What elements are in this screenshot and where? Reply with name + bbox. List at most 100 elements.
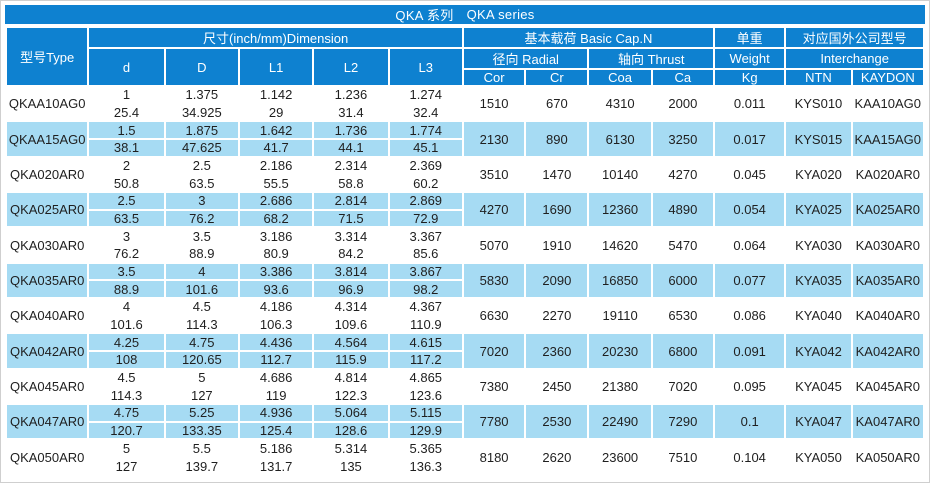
dim-mm-cell: 114.3 (87, 385, 166, 406)
dim-mm-cell: 55.5 (237, 173, 315, 194)
dim-inch-cell: 3.186 (237, 226, 315, 247)
title-cn: QKA 系列 (395, 8, 454, 23)
cr-cell: 2360 (524, 332, 590, 370)
col-group-radial: 径向 Radial (461, 47, 590, 70)
dim-inch-cell: 4.936 (237, 403, 315, 423)
dim-inch-cell: 3.5 (87, 261, 166, 282)
dim-inch-cell: 3.5 (163, 226, 240, 247)
dim-mm-cell: 109.6 (312, 314, 390, 335)
ca-cell: 4270 (650, 155, 716, 194)
type-cell: QKA050AR0 (4, 438, 90, 476)
ca-cell: 4890 (650, 191, 716, 229)
type-cell: QKA047AR0 (4, 403, 90, 441)
dim-mm-cell: 114.3 (163, 314, 240, 335)
dim-mm-cell: 80.9 (237, 244, 315, 264)
type-cell: QKA025AR0 (4, 191, 90, 229)
table-row: 38.1 47.625 41.7 44.1 45.1 (6, 138, 924, 158)
dim-inch-cell: 4.5 (87, 367, 166, 388)
ntn-cell: KYA020 (784, 155, 853, 194)
table-row: 88.9 101.6 93.6 96.9 98.2 (6, 279, 924, 300)
table-row: QKA030AR0 3 3.5 3.186 3.314 3.367 5070 1910 1462… (4, 226, 926, 264)
table-row: QKA045AR0 4.5 5 4.686 4.814 4.865 7380 2450 2138… (4, 367, 926, 406)
dim-mm-cell: 127 (87, 456, 166, 476)
ntn-cell: KYA050 (784, 438, 853, 476)
cor-cell: 5830 (461, 261, 527, 300)
table-row: QKA040AR0 4 4.5 4.186 4.314 4.367 6630 2270 1911… (4, 297, 926, 335)
col-header-type: 型号Type (4, 26, 90, 87)
cr-cell: 670 (524, 84, 590, 123)
dim-inch-cell: 4.25 (87, 332, 166, 353)
coa-cell: 6130 (587, 120, 653, 158)
coa-cell: 23600 (587, 438, 653, 476)
table-row: QKA050AR0 5 5.5 5.186 5.314 5.365 8180 2620 2360… (4, 438, 926, 476)
col-group-basic-cap: 基本载荷 Basic Cap.N (461, 26, 716, 49)
ntn-cell: KYA035 (784, 261, 853, 300)
ntn-cell: KYA040 (784, 297, 853, 335)
dim-mm-cell: 98.2 (387, 279, 464, 300)
header-row-3: Cor Cr Coa Ca Kg NTN KAYDON (6, 68, 926, 87)
coa-cell: 21380 (587, 367, 653, 406)
dim-mm-cell: 106.3 (237, 314, 315, 335)
dim-mm-cell: 125.4 (237, 420, 315, 441)
header-row-1: 型号Type 尺寸(inch/mm)Dimension 基本载荷 Basic C… (4, 26, 925, 87)
kaydon-cell: KA047AR0 (850, 403, 926, 441)
dim-mm-cell: 131.7 (237, 456, 315, 476)
col-header-kg: Kg (712, 68, 787, 87)
dim-mm-cell: 120.65 (163, 350, 240, 370)
dim-mm-cell: 122.3 (312, 385, 390, 406)
kaydon-cell: KAA15AG0 (850, 120, 926, 158)
weight-cell: 0.077 (712, 261, 787, 300)
weight-cell: 0.011 (712, 84, 787, 123)
header-row-2: d D L1 L2 L3 径向 Radial 轴向 Thrust Weight … (6, 47, 925, 87)
dim-inch-cell: 4.564 (312, 332, 390, 353)
ntn-cell: KYA047 (784, 403, 853, 441)
type-cell: QKAA10AG0 (4, 84, 90, 123)
dim-inch-cell: 1.875 (163, 120, 240, 140)
dim-mm-cell: 88.9 (87, 279, 166, 300)
dim-inch-cell: 5.365 (387, 438, 464, 459)
col-header-L1: L1 (237, 47, 315, 87)
coa-cell: 4310 (587, 84, 653, 123)
cor-cell: 4270 (461, 191, 527, 229)
table-row: 120.7 133.35 125.4 128.6 129.9 (6, 420, 924, 441)
table-row: 63.5 76.2 68.2 71.5 72.9 (6, 208, 924, 229)
dim-inch-cell: 3 (87, 226, 166, 247)
dim-mm-cell: 68.2 (237, 208, 315, 229)
table-row: 127 139.7 131.7 135 136.3 (6, 456, 924, 476)
coa-cell: 22490 (587, 403, 653, 441)
dim-inch-cell: 2 (87, 155, 166, 176)
dim-inch-cell: 3 (163, 191, 240, 211)
coa-cell: 10140 (587, 155, 653, 194)
dim-inch-cell: 2.869 (387, 191, 464, 211)
dim-inch-cell: 4 (87, 297, 166, 317)
dim-inch-cell: 2.5 (87, 191, 166, 211)
type-cell: QKA020AR0 (4, 155, 90, 194)
table-body: QKAA10AG0 1 1.375 1.142 1.236 1.274 1510 670 431… (4, 84, 926, 476)
cr-cell: 2530 (524, 403, 590, 441)
dim-mm-cell: 45.1 (387, 138, 464, 158)
cr-cell: 2450 (524, 367, 590, 406)
dim-inch-cell: 5.115 (387, 403, 464, 423)
cor-cell: 7780 (461, 403, 527, 441)
dim-inch-cell: 1 (87, 85, 166, 105)
ca-cell: 7510 (650, 438, 716, 476)
dim-mm-cell: 47.625 (163, 138, 240, 158)
table-header: 型号Type 尺寸(inch/mm)Dimension 基本载荷 Basic C… (4, 26, 926, 87)
weight-cell: 0.104 (712, 438, 787, 476)
dim-inch-cell: 4.5 (163, 297, 240, 317)
dim-inch-cell: 4.75 (87, 403, 166, 423)
dim-mm-cell: 31.4 (312, 102, 390, 123)
col-header-cor: Cor (461, 68, 527, 87)
dim-mm-cell: 38.1 (87, 138, 166, 158)
weight-cell: 0.017 (712, 120, 787, 158)
dim-mm-cell: 108 (87, 350, 166, 370)
weight-cell: 0.1 (712, 403, 787, 441)
dim-mm-cell: 44.1 (312, 138, 390, 158)
kaydon-cell: KA042AR0 (850, 332, 926, 370)
cr-cell: 2620 (524, 438, 590, 476)
spec-table: 型号Type 尺寸(inch/mm)Dimension 基本载荷 Basic C… (4, 26, 926, 476)
dim-mm-cell: 123.6 (387, 385, 464, 406)
dim-mm-cell: 120.7 (87, 420, 166, 441)
ntn-cell: KYA030 (784, 226, 853, 264)
